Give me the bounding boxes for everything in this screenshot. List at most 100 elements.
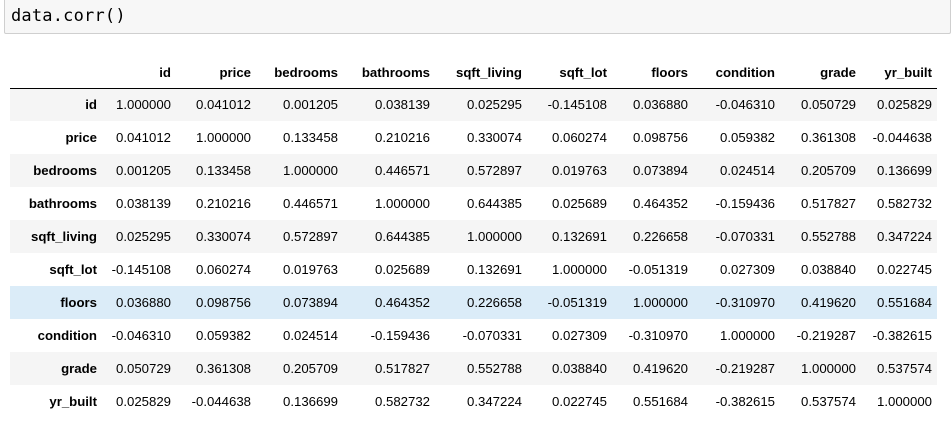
- table-cell: 0.464352: [374, 295, 430, 310]
- row-label: bathrooms: [28, 196, 97, 211]
- table-cell: 0.347224: [466, 394, 522, 409]
- table-row: bedrooms 0.001205 0.133458 1.000000 0.446571…: [10, 154, 937, 187]
- correlation-table: id price bedrooms bathrooms sqft_living …: [10, 57, 937, 418]
- table-cell: 0.060274: [195, 262, 251, 277]
- column-header: floors: [612, 57, 693, 89]
- table-cell: 1.000000: [800, 361, 856, 376]
- table-cell: 0.019763: [282, 262, 338, 277]
- table-cell: 0.132691: [466, 262, 522, 277]
- row-label: id: [85, 97, 97, 113]
- table-cell: 0.050729: [800, 97, 856, 113]
- table-cell: 1.000000: [551, 262, 607, 277]
- table-cell: 0.133458: [195, 163, 251, 178]
- table-cell: 0.022745: [551, 394, 607, 409]
- table-cell: 0.446571: [282, 196, 338, 211]
- table-row: yr_built 0.025829 -0.044638 0.136699 0.58273…: [10, 385, 937, 418]
- table-cell: 0.024514: [282, 328, 338, 343]
- table-cell: 0.361308: [195, 361, 251, 376]
- table-row: id 1.000000 0.041012 0.001205 0.038139 0.0252…: [10, 88, 937, 121]
- table-cell: 0.537574: [876, 361, 932, 376]
- table-cell: 0.025829: [115, 394, 171, 409]
- table-cell: -0.145108: [547, 97, 607, 113]
- code-text[interactable]: data.corr(): [11, 6, 126, 26]
- table-cell: 0.073894: [632, 163, 688, 178]
- index-header: [10, 57, 102, 89]
- table-cell: 0.517827: [374, 361, 430, 376]
- table-cell: 0.572897: [466, 163, 522, 178]
- table-row: bathrooms 0.038139 0.210216 0.446571 1.00000…: [10, 187, 937, 220]
- table-cell: 0.517827: [800, 196, 856, 211]
- table-cell: -0.382615: [872, 328, 932, 343]
- column-header: condition: [693, 57, 780, 89]
- table-cell: 0.001205: [282, 97, 338, 113]
- output-area: id price bedrooms bathrooms sqft_living …: [10, 57, 937, 418]
- table-cell: 0.025829: [876, 97, 932, 113]
- table-cell: -0.046310: [111, 328, 171, 343]
- table-cell: -0.046310: [715, 97, 775, 113]
- table-cell: 0.419620: [632, 361, 688, 376]
- table-cell: 1.000000: [282, 163, 338, 178]
- table-cell: 0.446571: [374, 163, 430, 178]
- column-header: grade: [780, 57, 861, 89]
- table-cell: 1.000000: [374, 196, 430, 211]
- table-cell: -0.145108: [111, 262, 171, 277]
- table-row: sqft_living 0.025295 0.330074 0.572897 0.644…: [10, 220, 937, 253]
- column-header: bathrooms: [343, 57, 435, 89]
- table-cell: -0.219287: [715, 361, 775, 376]
- table-cell: 1.000000: [719, 328, 775, 343]
- table-row: floors 0.036880 0.098756 0.073894 0.464352 0.…: [10, 286, 937, 319]
- table-cell: 0.001205: [115, 163, 171, 178]
- table-cell: 0.025689: [374, 262, 430, 277]
- table-cell: 0.098756: [632, 130, 688, 145]
- table-cell: 0.073894: [282, 295, 338, 310]
- table-row: condition -0.046310 0.059382 0.024514 -0.159…: [10, 319, 937, 352]
- table-cell: 1.000000: [195, 130, 251, 145]
- table-cell: 0.041012: [115, 130, 171, 145]
- column-header: bedrooms: [256, 57, 343, 89]
- table-cell: 0.644385: [466, 196, 522, 211]
- table-cell: 0.537574: [800, 394, 856, 409]
- table-cell: 0.210216: [374, 130, 430, 145]
- table-cell: -0.310970: [628, 328, 688, 343]
- table-cell: 1.000000: [466, 229, 522, 244]
- table-cell: -0.310970: [715, 295, 775, 310]
- table-cell: 0.036880: [632, 97, 688, 113]
- table-cell: 0.582732: [374, 394, 430, 409]
- table-cell: 0.205709: [800, 163, 856, 178]
- row-label: yr_built: [49, 394, 97, 409]
- row-label: sqft_lot: [49, 262, 97, 277]
- table-cell: 0.330074: [195, 229, 251, 244]
- table-cell: 0.098756: [195, 295, 251, 310]
- table-cell: 0.038139: [115, 196, 171, 211]
- row-label: sqft_living: [31, 229, 97, 244]
- code-input-cell[interactable]: data.corr(): [4, 0, 951, 34]
- table-cell: 0.060274: [551, 130, 607, 145]
- table-cell: 0.582732: [876, 196, 932, 211]
- header-row: id price bedrooms bathrooms sqft_living …: [10, 57, 937, 89]
- table-row: grade 0.050729 0.361308 0.205709 0.517827 0.5…: [10, 352, 937, 385]
- column-header: price: [176, 57, 256, 89]
- table-cell: -0.159436: [715, 196, 775, 211]
- table-cell: 0.572897: [282, 229, 338, 244]
- table-cell: 0.027309: [719, 262, 775, 277]
- table-cell: 0.022745: [876, 262, 932, 277]
- table-cell: -0.070331: [715, 229, 775, 244]
- table-cell: 0.025295: [466, 97, 522, 113]
- row-label: grade: [61, 361, 97, 376]
- table-cell: 0.210216: [195, 196, 251, 211]
- table-cell: 0.644385: [374, 229, 430, 244]
- table-cell: 0.132691: [551, 229, 607, 244]
- column-header: id: [102, 57, 176, 89]
- table-cell: 0.050729: [115, 361, 171, 376]
- table-cell: 1.000000: [115, 97, 171, 113]
- table-cell: 0.205709: [282, 361, 338, 376]
- table-cell: 0.059382: [719, 130, 775, 145]
- table-cell: 0.361308: [800, 130, 856, 145]
- table-cell: 0.330074: [466, 130, 522, 145]
- table-cell: 0.136699: [282, 394, 338, 409]
- row-label: condition: [37, 328, 97, 343]
- table-cell: 1.000000: [876, 394, 932, 409]
- table-cell: 0.464352: [632, 196, 688, 211]
- table-row: price 0.041012 1.000000 0.133458 0.210216 0.3…: [10, 121, 937, 154]
- table-cell: -0.044638: [872, 130, 932, 145]
